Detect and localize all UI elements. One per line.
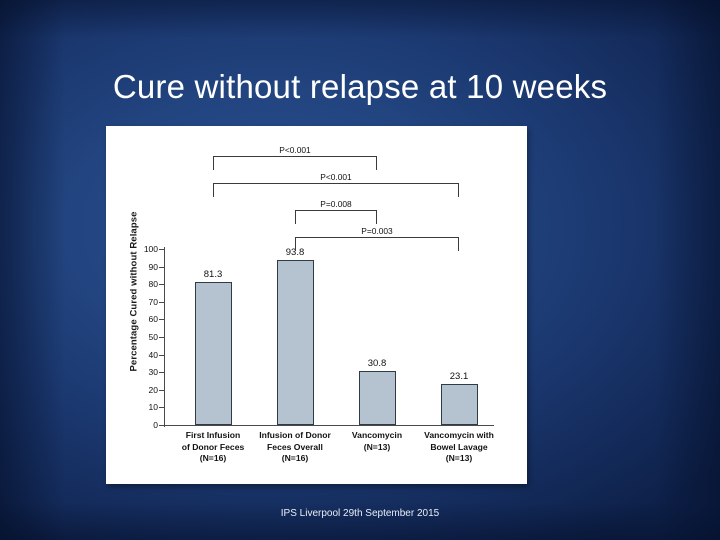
y-axis-tick-label: 20 bbox=[148, 384, 158, 395]
x-axis-category-line: (N=16) bbox=[199, 453, 227, 463]
significance-bracket bbox=[295, 210, 377, 224]
slide-footer: IPS Liverpool 29th September 2015 bbox=[280, 508, 440, 519]
x-axis-category-label: Vancomycin (N=13) bbox=[333, 430, 421, 453]
bar bbox=[276, 259, 314, 425]
x-axis-category-line: Vancomycin bbox=[351, 430, 403, 440]
significance-bracket bbox=[213, 156, 377, 170]
x-axis-category-label: First Infusion of Donor Feces (N=16) bbox=[169, 430, 257, 465]
y-axis-tick-mark bbox=[159, 266, 165, 268]
page-title: Cure without relapse at 10 weeks bbox=[112, 68, 608, 106]
y-axis-tick-mark bbox=[159, 389, 165, 391]
x-axis-category-line: (N=16) bbox=[281, 453, 309, 463]
x-axis-category-line: Feces Overall bbox=[267, 441, 323, 452]
x-axis-category-label: Vancomycin with Bowel Lavage (N=13) bbox=[415, 430, 503, 465]
y-axis-tick-mark bbox=[159, 301, 165, 303]
y-axis-tick-label: 100 bbox=[143, 244, 158, 254]
y-axis-tick-label: 10 bbox=[148, 402, 158, 413]
y-axis-tick-label: 60 bbox=[148, 314, 158, 325]
y-axis-tick-mark bbox=[159, 284, 165, 286]
significance-label: P<0.001 bbox=[279, 145, 311, 155]
x-axis-category-line: Bowel Lavage bbox=[430, 441, 488, 452]
y-axis-tick-label: 90 bbox=[148, 261, 158, 272]
y-axis-tick-label: 0 bbox=[153, 420, 158, 430]
y-axis-tick-mark bbox=[159, 372, 165, 374]
x-axis-category-line: (N=13) bbox=[363, 441, 391, 452]
bar bbox=[358, 370, 396, 425]
y-axis-tick-mark bbox=[159, 249, 165, 250]
y-axis-tick-label: 40 bbox=[148, 349, 158, 360]
y-axis-tick-mark bbox=[159, 425, 165, 426]
significance-label: P<0.001 bbox=[320, 172, 352, 182]
y-axis-tick-label: 30 bbox=[148, 367, 158, 378]
y-axis-tick-label: 80 bbox=[148, 279, 158, 290]
x-axis-category-line: Vancomycin with bbox=[424, 430, 494, 440]
significance-label: P=0.008 bbox=[320, 199, 352, 209]
y-axis-tick-mark bbox=[159, 407, 165, 409]
x-axis-category-line: Infusion of Donor bbox=[259, 430, 331, 440]
bar-value-label: 81.3 bbox=[203, 268, 223, 280]
significance-bracket bbox=[295, 237, 459, 251]
x-axis-line bbox=[164, 425, 494, 426]
bar-chart: Percentage Cured without Relapse 100 90 80… bbox=[106, 126, 527, 484]
bar-value-label: 93.8 bbox=[285, 246, 305, 258]
bar-value-label: 30.8 bbox=[367, 357, 387, 369]
x-axis-category-label: Infusion of Donor Feces Overall (N=16) bbox=[251, 430, 339, 465]
x-axis-category-line: of Donor Feces bbox=[181, 441, 245, 452]
y-axis-tick-mark bbox=[159, 354, 165, 356]
y-axis-tick-mark bbox=[159, 319, 165, 321]
bar bbox=[440, 384, 478, 425]
significance-bracket bbox=[213, 183, 459, 197]
chart-image-panel: Percentage Cured without Relapse 100 90 80… bbox=[106, 126, 527, 484]
x-axis-category-line: First Infusion bbox=[185, 430, 241, 440]
x-axis-category-line: (N=13) bbox=[445, 453, 473, 463]
significance-label: P=0.003 bbox=[361, 226, 393, 236]
y-axis-tick-label: 50 bbox=[148, 332, 158, 342]
bar bbox=[194, 281, 232, 425]
bar-value-label: 23.1 bbox=[449, 371, 469, 383]
y-axis-tick-mark bbox=[159, 337, 165, 338]
y-axis-tick-label: 70 bbox=[148, 296, 158, 307]
